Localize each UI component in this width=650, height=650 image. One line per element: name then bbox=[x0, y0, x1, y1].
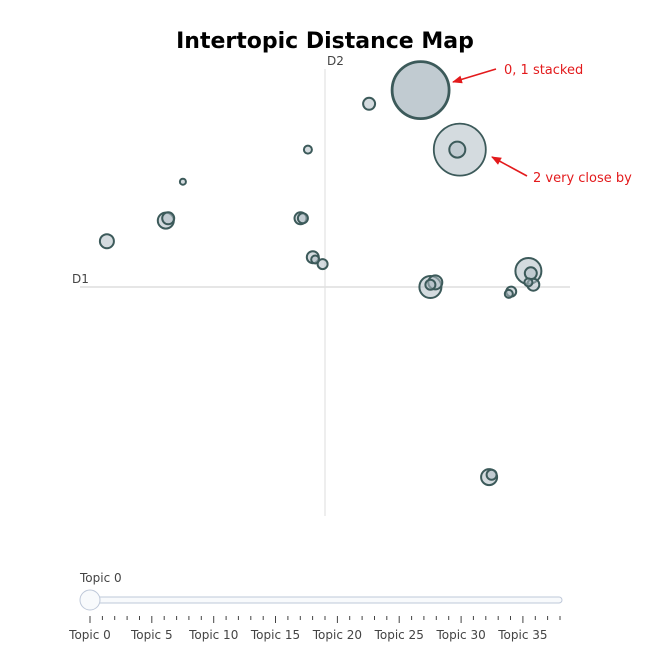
y-axis-label: D2 bbox=[327, 54, 344, 68]
annotation-close-text: 2 very close by bbox=[533, 171, 632, 186]
annotation-close: 2 very close by bbox=[491, 156, 632, 186]
topic-point-5[interactable] bbox=[302, 144, 313, 155]
annotation-stacked: 0, 1 stacked bbox=[452, 63, 583, 84]
slider-tick-label: Topic 10 bbox=[188, 628, 238, 642]
axes: D1 D2 bbox=[72, 54, 570, 516]
annotation-stacked-text: 0, 1 stacked bbox=[504, 63, 583, 78]
scatter-points bbox=[98, 60, 543, 487]
slider-tick-label: Topic 0 bbox=[68, 628, 111, 642]
slider-tick-label: Topic 30 bbox=[435, 628, 485, 642]
topic-point-11[interactable] bbox=[98, 233, 115, 250]
slider-tick-label: Topic 25 bbox=[374, 628, 424, 642]
topic-point-17[interactable] bbox=[424, 278, 437, 291]
slider-track[interactable] bbox=[87, 596, 563, 604]
annotation-stacked-arrow bbox=[452, 68, 497, 84]
topic-point-1[interactable] bbox=[391, 61, 450, 119]
slider-tick-label: Topic 20 bbox=[312, 628, 362, 642]
x-axis-label: D1 bbox=[72, 272, 89, 286]
topic-point-14[interactable] bbox=[316, 258, 329, 271]
topic-point-23[interactable] bbox=[503, 288, 514, 299]
topic-point-10[interactable] bbox=[296, 212, 309, 225]
topic-point-19[interactable] bbox=[523, 266, 538, 281]
slider-handle[interactable] bbox=[79, 589, 101, 611]
topic-point-21[interactable] bbox=[523, 277, 534, 288]
topic-slider[interactable]: Topic 0 Topic 0 Topic 5 Topic 10 Topic 15 To… bbox=[68, 571, 563, 642]
topic-point-6[interactable] bbox=[178, 177, 187, 186]
topic-point-25[interactable] bbox=[485, 468, 498, 481]
slider-current-label: Topic 0 bbox=[79, 571, 122, 585]
slider-tick-label: Topic 35 bbox=[497, 628, 547, 642]
slider-ticks: Topic 0 Topic 5 Topic 10 Topic 15 Topic 20 To… bbox=[68, 616, 561, 642]
chart-title: Intertopic Distance Map bbox=[176, 29, 474, 54]
topic-point-4[interactable] bbox=[362, 96, 377, 111]
topic-point-3[interactable] bbox=[448, 140, 467, 159]
slider-tick-label: Topic 15 bbox=[250, 628, 300, 642]
slider-tick-label: Topic 5 bbox=[130, 628, 173, 642]
topic-point-8[interactable] bbox=[161, 211, 176, 226]
annotation-close-arrow bbox=[491, 156, 528, 177]
